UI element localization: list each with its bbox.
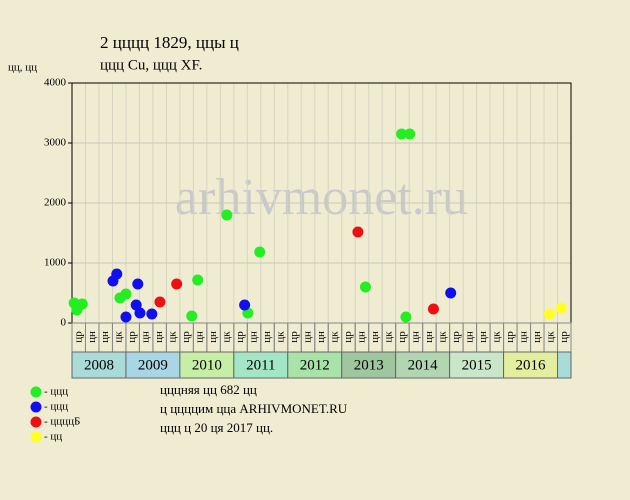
point <box>555 302 567 314</box>
quarter-label: цн <box>477 331 489 343</box>
year-cell <box>557 351 572 379</box>
quarter-label: цн <box>207 331 219 343</box>
point <box>132 278 144 290</box>
y-tick-label: 3000 <box>44 137 67 149</box>
note: цццняя цц 682 цц <box>160 382 257 397</box>
quarter-label: цн <box>531 331 543 343</box>
legend-marker <box>30 401 42 413</box>
legend-marker <box>30 416 42 428</box>
point <box>404 128 416 140</box>
year-cell <box>341 351 397 379</box>
chart-title: 2 цццц 1829, ццы ц <box>100 33 239 52</box>
quarter-label: цк <box>275 331 287 343</box>
quarter-label: цк <box>221 331 233 343</box>
point <box>111 268 123 280</box>
quarter-label: цк <box>167 331 179 343</box>
point <box>76 298 88 310</box>
quarter-label: цн <box>423 331 435 343</box>
y-tick-label: 4000 <box>44 77 67 89</box>
quarter-label: цн <box>194 331 206 343</box>
quarter-label: цр <box>396 331 408 343</box>
year-cell <box>395 351 451 379</box>
quarter-label: цк <box>544 331 556 343</box>
quarter-label: цр <box>504 331 516 343</box>
quarter-label: цр <box>126 331 138 343</box>
quarter-label: цн <box>463 331 475 343</box>
quarter-label: цр <box>450 331 462 343</box>
point <box>396 128 408 140</box>
point <box>186 310 198 322</box>
quarter-label: цн <box>355 331 367 343</box>
point <box>134 307 146 319</box>
quarter-label: цр <box>72 331 84 343</box>
point <box>427 303 439 315</box>
point <box>154 296 166 308</box>
quarter-label: цн <box>409 331 421 343</box>
point <box>400 311 412 323</box>
quarter-label: цк <box>490 331 502 343</box>
point <box>221 209 233 221</box>
quarter-label: цн <box>315 331 327 343</box>
point <box>543 308 555 320</box>
legend-label: - ццццБ <box>44 416 80 428</box>
point <box>352 226 364 238</box>
year-label: 2009 <box>138 357 168 373</box>
y-tick-label: 2000 <box>44 197 67 209</box>
year-cell <box>503 351 559 379</box>
quarter-label: цк <box>382 331 394 343</box>
quarter-label: цн <box>140 331 152 343</box>
point <box>120 311 132 323</box>
quarter-label: цр <box>180 331 192 343</box>
year-label: 2013 <box>354 357 384 373</box>
point <box>254 246 266 258</box>
year-label: 2010 <box>192 357 222 373</box>
quarter-label: цр <box>234 331 246 343</box>
year-cell <box>233 351 289 379</box>
legend-marker <box>30 431 42 443</box>
quarter-label: цр <box>288 331 300 343</box>
quarter-label: цн <box>261 331 273 343</box>
point <box>192 274 204 286</box>
quarter-label: цн <box>517 331 529 343</box>
note: ццц ц 20 ця 2017 цц. <box>160 420 273 435</box>
year-cell <box>287 351 343 379</box>
quarter-label: цн <box>248 331 260 343</box>
year-label: 2016 <box>516 357 547 373</box>
point <box>171 278 183 290</box>
quarter-label: цн <box>153 331 165 343</box>
y-axis-label: цц, цц <box>8 62 37 74</box>
legend-label: - цц <box>44 431 62 443</box>
y-tick-label: 0 <box>61 317 67 329</box>
year-label: 2008 <box>84 357 114 373</box>
quarter-label: цн <box>86 331 98 343</box>
quarter-label: цк <box>329 331 341 343</box>
y-tick-label: 1000 <box>44 257 67 269</box>
note: ц ццццим цца ARHIVMONET.RU <box>160 401 348 416</box>
year-label: 2012 <box>300 357 330 373</box>
point <box>445 287 457 299</box>
quarter-label: цн <box>369 331 381 343</box>
quarter-label: цр <box>558 331 570 343</box>
year-cell <box>71 351 127 379</box>
year-label: 2011 <box>246 357 275 373</box>
quarter-label: цк <box>113 331 125 343</box>
chart-subtitle: ццц Cu, ццц XF. <box>100 57 202 73</box>
quarter-label: цр <box>342 331 354 343</box>
legend-label: - ццц <box>44 386 68 398</box>
watermark: arhivmonet.ru <box>175 169 468 226</box>
point <box>239 299 251 311</box>
year-label: 2015 <box>462 357 492 373</box>
year-cell <box>449 351 505 379</box>
year-label: 2014 <box>408 357 439 373</box>
point <box>359 281 371 293</box>
quarter-label: цн <box>302 331 314 343</box>
quarter-label: цк <box>436 331 448 343</box>
legend-marker <box>30 386 42 398</box>
legend-label: - ццц <box>44 401 68 413</box>
quarter-label: цн <box>99 331 111 343</box>
point <box>120 288 132 300</box>
point <box>146 308 158 320</box>
